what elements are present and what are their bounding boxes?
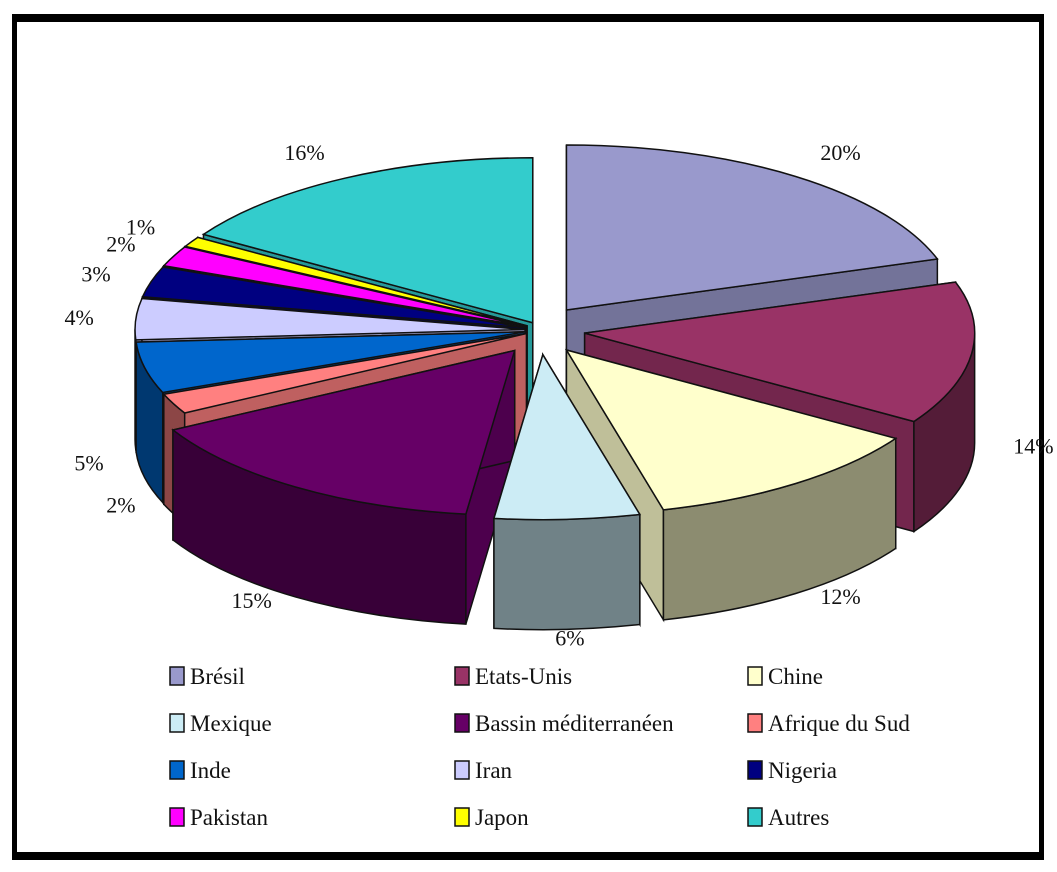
legend-item-etats-unis: Etats-Unis <box>454 664 572 689</box>
legend-label: Etats-Unis <box>475 664 572 689</box>
legend-item-mexique: Mexique <box>169 711 272 736</box>
slice-label-bresil: 20% <box>820 140 860 165</box>
legend-swatch <box>747 666 763 686</box>
slice-label-etats-unis: 14% <box>1013 434 1053 459</box>
legend-swatch <box>747 807 763 827</box>
slice-label-mexique: 6% <box>555 625 584 650</box>
legend-item-japon: Japon <box>454 805 529 830</box>
legend-label: Chine <box>768 664 823 689</box>
legend-swatch <box>454 760 470 780</box>
legend-item-autres: Autres <box>747 805 829 830</box>
slice-label-chine: 12% <box>820 584 860 609</box>
legend-swatch <box>454 807 470 827</box>
legend-label: Bassin méditerranéen <box>475 711 674 736</box>
legend-label: Mexique <box>190 711 272 736</box>
slice-label-japon: 1% <box>126 215 155 240</box>
legend-label: Pakistan <box>190 805 268 830</box>
legend-swatch <box>169 713 185 733</box>
legend-label: Autres <box>768 805 829 830</box>
legend-item-chine: Chine <box>747 664 823 689</box>
slice-label-afrique-du-sud: 2% <box>106 493 135 518</box>
legend-swatch <box>169 666 185 686</box>
legend-item-afrique-du-sud: Afrique du Sud <box>747 711 910 736</box>
legend-label: Iran <box>475 758 513 783</box>
legend-item-nigeria: Nigeria <box>747 758 837 783</box>
slice-label-iran: 4% <box>65 305 94 330</box>
legend-item-inde: Inde <box>169 758 231 783</box>
legend-label: Afrique du Sud <box>768 711 910 736</box>
legend-swatch <box>169 807 185 827</box>
slice-label-autres: 16% <box>284 140 324 165</box>
legend-swatch <box>169 760 185 780</box>
slice-label-inde: 5% <box>74 450 103 475</box>
legend-label: Nigeria <box>768 758 837 783</box>
legend-item-bresil: Brésil <box>169 664 245 689</box>
slice-label-bassin-mediterraneen: 15% <box>232 588 272 613</box>
slice-label-pakistan: 2% <box>106 231 135 256</box>
legend-swatch <box>747 713 763 733</box>
slice-label-nigeria: 3% <box>81 261 110 286</box>
pie-slice-mexique <box>492 352 642 631</box>
legend-label: Inde <box>190 758 231 783</box>
legend-swatch <box>747 760 763 780</box>
legend-item-iran: Iran <box>454 758 513 783</box>
legend-item-pakistan: Pakistan <box>169 805 268 830</box>
legend-swatch <box>454 666 470 686</box>
legend-label: Brésil <box>190 664 245 689</box>
legend-swatch <box>454 713 470 733</box>
pie-slice-bassin-mediterraneen <box>171 349 516 625</box>
legend-item-bassin-mediterraneen: Bassin méditerranéen <box>454 711 674 736</box>
legend-label: Japon <box>475 805 529 830</box>
